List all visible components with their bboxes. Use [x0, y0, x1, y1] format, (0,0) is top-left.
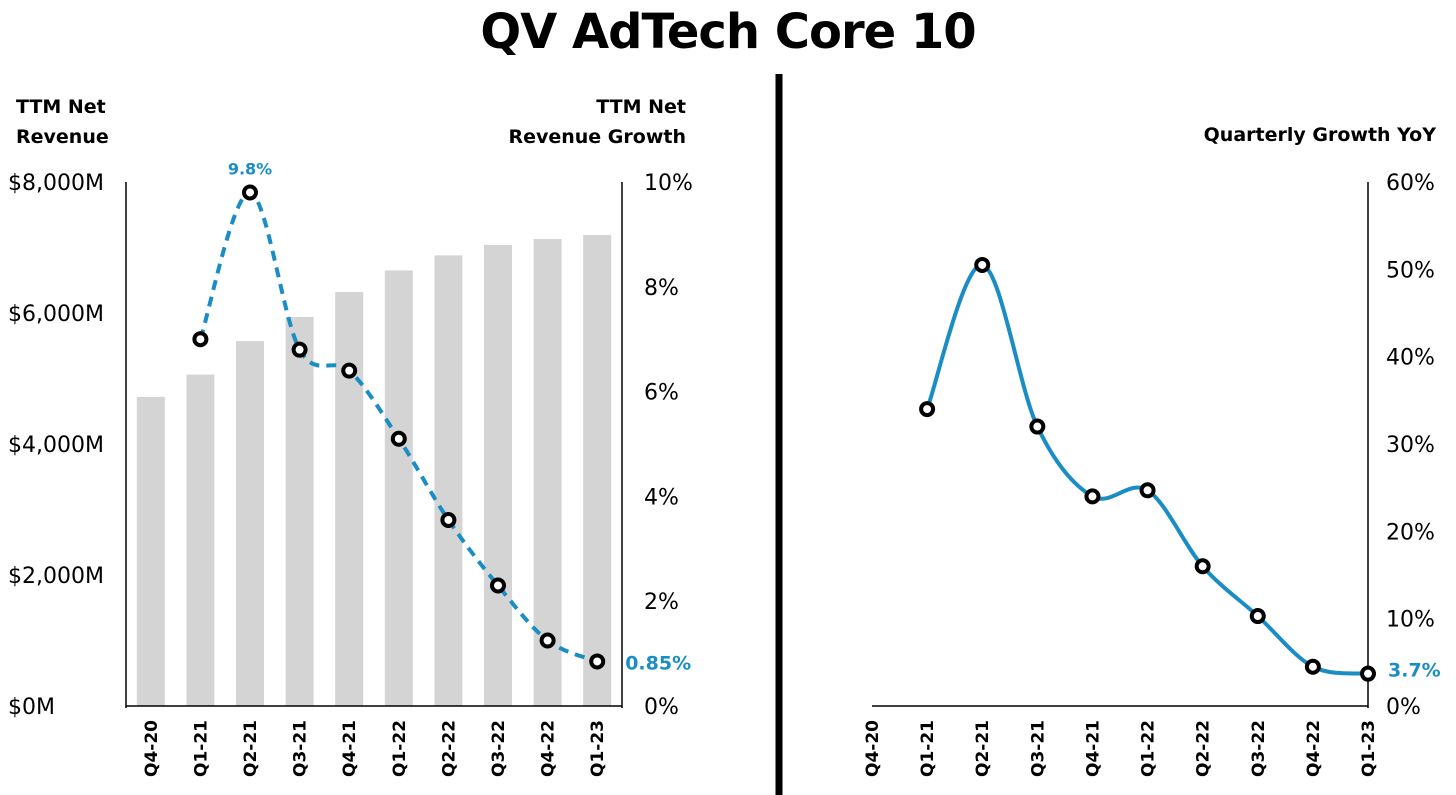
right-x-tick-label-Q2-21: Q2-21 [973, 720, 993, 777]
right-x-tick-label-Q2-22: Q2-22 [1194, 720, 1214, 777]
left-y-tick-label: $6,000M [8, 302, 104, 327]
left-chart-right-y-tick-label: 0% [644, 695, 679, 720]
growth-point-Q2-22 [440, 511, 457, 528]
left-chart-right-axis-title-line2: Revenue Growth [508, 126, 686, 148]
x-tick-label-Q3-22: Q3-22 [489, 720, 509, 777]
bar-Q4-20 [136, 396, 165, 706]
left-chart-right-y-tick-label: 4% [644, 485, 679, 510]
right-x-tick-label-Q4-21: Q4-21 [1083, 720, 1103, 777]
left-axis-title-line1: TTM Net [16, 96, 106, 118]
left-y-tick-label: $0M [8, 695, 55, 720]
left-chart-right-axis-title-line1: TTM Net [596, 96, 686, 118]
bar-Q2-21 [236, 341, 264, 706]
right-x-tick-label-Q3-21: Q3-21 [1028, 720, 1048, 777]
growth-point-Q1-21 [192, 331, 209, 348]
bar-Q4-22 [533, 238, 562, 707]
quarterly-point-Q3-21 [1029, 418, 1046, 435]
x-tick-label-Q2-22: Q2-22 [439, 720, 459, 777]
bar-Q4-21 [335, 292, 364, 706]
right-y-tick-label: 30% [1386, 433, 1435, 458]
growth-point-Q3-22 [490, 577, 506, 594]
right-data-label-Q1-23: 3.7% [1388, 660, 1441, 682]
bar-Q1-22 [384, 270, 413, 706]
bar-Q2-22 [434, 255, 463, 707]
quarterly-point-Q4-22 [1304, 658, 1321, 675]
right-y-tick-label: 10% [1386, 608, 1435, 633]
right-x-tick-label-Q1-23: Q1-23 [1359, 720, 1379, 777]
bar-Q1-23 [583, 235, 612, 706]
bar-Q3-21 [285, 316, 314, 706]
right-x-tick-label-Q4-20: Q4-20 [863, 720, 883, 777]
data-label-Q1-23: 0.85% [625, 652, 691, 674]
quarterly-point-Q1-22 [1139, 482, 1156, 499]
x-tick-label-Q4-21: Q4-21 [340, 720, 360, 777]
right-x-tick-label-Q1-22: Q1-22 [1139, 720, 1159, 777]
right-y-tick-label: 50% [1386, 258, 1435, 283]
right-y-tick-label: 60% [1386, 171, 1435, 196]
x-tick-label-Q1-21: Q1-21 [191, 720, 211, 777]
right-y-tick-label: 40% [1386, 346, 1435, 371]
chart-title: QV AdTech Core 10 [480, 4, 976, 60]
right-y-tick-label: 0% [1386, 695, 1421, 720]
right-y-tick-label: 20% [1386, 520, 1435, 545]
x-tick-label-Q4-20: Q4-20 [142, 720, 162, 777]
x-tick-label-Q1-22: Q1-22 [390, 720, 410, 777]
quarterly-point-Q2-22 [1194, 558, 1211, 575]
left-chart-right-y-tick-label: 2% [644, 590, 679, 615]
quarterly-point-Q4-21 [1084, 488, 1101, 505]
quarterly-growth-line [925, 262, 1369, 676]
growth-point-Q4-21 [341, 362, 358, 379]
growth-point-Q1-22 [390, 430, 407, 447]
left-chart-right-y-tick-label: 8% [644, 276, 679, 301]
x-tick-label-Q1-23: Q1-23 [588, 720, 608, 777]
x-tick-label-Q4-22: Q4-22 [539, 720, 559, 777]
left-chart-right-y-tick-label: 10% [644, 171, 693, 196]
growth-point-Q3-21 [291, 341, 308, 358]
quarterly-point-Q3-22 [1249, 608, 1266, 625]
left-y-tick-label: $2,000M [8, 564, 104, 589]
growth-point-Q4-22 [539, 632, 556, 649]
left-chart-right-y-tick-label: 6% [644, 381, 679, 406]
data-label-Q2-21: 9.8% [228, 159, 272, 178]
right-x-tick-label-Q1-21: Q1-21 [918, 720, 938, 777]
x-tick-label-Q2-21: Q2-21 [241, 720, 261, 777]
left-y-tick-label: $4,000M [8, 433, 104, 458]
quarterly-point-Q1-23 [1360, 665, 1376, 682]
quarterly-point-Q1-21 [919, 401, 936, 418]
bar-Q1-21 [186, 374, 215, 706]
bar-Q3-22 [484, 244, 512, 706]
right-x-tick-label-Q3-22: Q3-22 [1249, 720, 1269, 777]
right-chart-axis-title: Quarterly Growth YoY [1204, 124, 1437, 146]
growth-point-Q2-21 [242, 184, 258, 201]
quarterly-point-Q2-21 [974, 256, 991, 273]
growth-point-Q1-23 [589, 653, 606, 670]
x-tick-label-Q3-21: Q3-21 [291, 720, 311, 777]
left-axis-title-line2: Revenue [16, 126, 109, 148]
left-y-tick-label: $8,000M [8, 171, 104, 196]
right-x-tick-label-Q4-22: Q4-22 [1304, 720, 1324, 777]
